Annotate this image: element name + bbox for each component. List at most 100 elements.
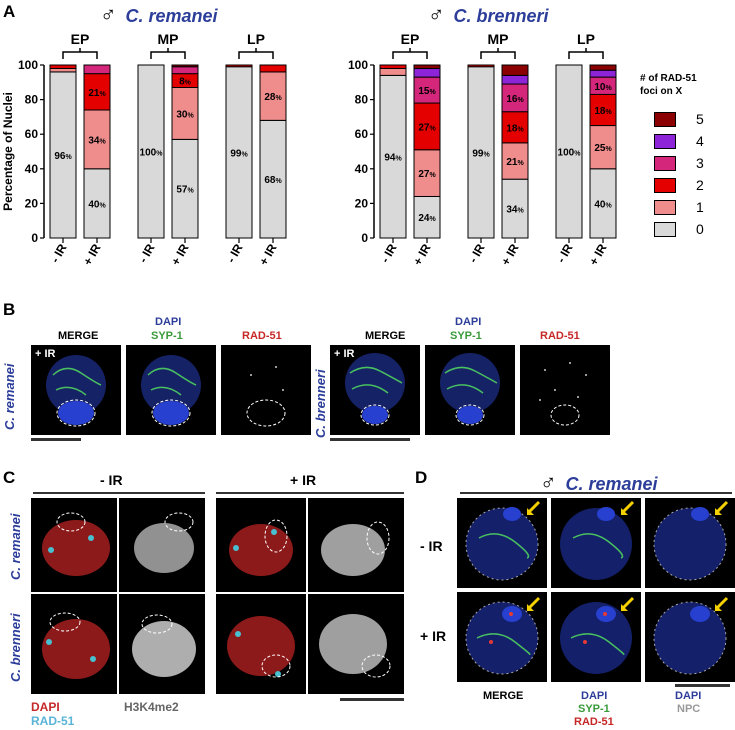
d-plus-ir-label: + IR xyxy=(420,628,447,644)
c-nucleus-icon xyxy=(227,616,295,678)
b-scale-bar-left xyxy=(31,438,81,441)
b-dapi-label-right: DAPI xyxy=(455,316,482,328)
y-tick-label: 20 xyxy=(355,196,369,210)
d-nucleus-icon xyxy=(653,500,729,581)
legend-item-3: 3 xyxy=(640,152,732,174)
c-brenneri-plus-dapi-rad51 xyxy=(216,594,306,694)
bar-segment-2 xyxy=(501,111,529,144)
b-nucleus-icon xyxy=(440,353,500,426)
legend-swatch xyxy=(654,221,676,237)
data-label: 57% xyxy=(176,185,194,196)
d-dapi-label-2: DAPI xyxy=(675,690,702,702)
bar-segment-0 xyxy=(413,195,441,239)
x-tick-label: + IR xyxy=(256,241,279,268)
x-tick-label: - IR xyxy=(48,241,70,265)
data-label: 100% xyxy=(140,148,164,159)
bar-segment-3 xyxy=(83,64,111,75)
c-nucleus-icon xyxy=(321,521,390,576)
d-rad51-label: RAD-51 xyxy=(574,716,614,728)
legend-label: 5 xyxy=(696,111,704,127)
c-minus-ir-bracket xyxy=(33,492,205,494)
b-remanei-merge-image: + IR xyxy=(31,345,121,435)
legend-label: 1 xyxy=(696,199,704,215)
d-merge-label: MERGE xyxy=(483,690,524,702)
c-scale-bar xyxy=(340,698,404,701)
d-minus-dapi-npc-image xyxy=(645,498,735,588)
c-remanei-minus-h3k4 xyxy=(119,498,205,592)
bar-segment-1 xyxy=(83,109,111,170)
chart-title-remanei-text: C. remanei xyxy=(125,6,218,26)
d-minus-dapi-syp1-image xyxy=(551,498,641,588)
bar-segment-5 xyxy=(589,64,617,71)
d-plus-merge-image xyxy=(457,592,547,682)
bar-segment-3 xyxy=(171,66,199,75)
d-title-text: C. remanei xyxy=(565,474,658,494)
panel-label-c: C xyxy=(3,468,16,487)
b-foci-icon xyxy=(246,366,286,427)
bar-segment-5 xyxy=(413,64,441,69)
legend: # of RAD-51 foci on X 5 4 3 2 1 0 xyxy=(640,72,732,240)
bar-segment-1 xyxy=(171,86,199,140)
b-remanei-dapi-syp1-image xyxy=(126,345,216,435)
bar-segment-2 xyxy=(379,64,407,69)
data-label: 34% xyxy=(506,205,524,216)
data-label: 40% xyxy=(88,199,106,210)
legend-swatch xyxy=(654,133,676,149)
bar-segment-3 xyxy=(413,76,441,104)
bar-segment-1 xyxy=(379,67,407,76)
legend-item-4: 4 xyxy=(640,130,732,152)
c-remanei-minus-dapi-rad51 xyxy=(31,498,117,592)
bar-segment-4 xyxy=(589,69,617,78)
male-symbol-icon: ♂ xyxy=(100,2,117,27)
group-label: MP xyxy=(488,31,509,47)
c-brenneri-plus-h3k4 xyxy=(308,594,404,694)
data-label: 94% xyxy=(384,153,402,164)
b-scale-bar-right xyxy=(330,438,410,441)
d-nucleus-icon xyxy=(465,500,541,581)
bar-segment-0 xyxy=(83,168,111,239)
bar-segment-1 xyxy=(49,67,77,73)
c-remanei-plus-h3k4 xyxy=(308,498,404,592)
bar-segment-2 xyxy=(225,64,253,68)
data-label: 68% xyxy=(264,175,282,186)
chart-brenneri: 0 20 40 60 80 100 94% 24% 27% 27% 15% 99% 34% 21% 18% 1… xyxy=(348,31,617,268)
data-label: 28% xyxy=(264,92,282,103)
bar-segment-0 xyxy=(555,64,583,239)
b-brenneri-dapi-syp1-image xyxy=(425,345,515,435)
b-foci-icon xyxy=(539,362,587,426)
group-label: EP xyxy=(401,31,420,47)
chart-title-brenneri-text: C. brenneri xyxy=(453,6,549,26)
d-syp1-label: SYP-1 xyxy=(578,703,610,715)
bar-segment-2 xyxy=(83,73,111,111)
legend-items: 5 4 3 2 1 0 xyxy=(640,108,732,240)
bar-segment-0 xyxy=(589,168,617,239)
b-merge-label-right: MERGE xyxy=(365,330,406,342)
group-label: EP xyxy=(71,31,90,47)
x-tick-label: + IR xyxy=(410,241,433,268)
b-nucleus-icon xyxy=(345,353,405,426)
legend-label: 4 xyxy=(696,133,704,149)
c-nucleus-icon xyxy=(319,614,391,678)
panel-label-b: B xyxy=(3,300,16,319)
c-remanei-plus-dapi-rad51 xyxy=(216,498,306,592)
d-title-bracket xyxy=(460,492,732,494)
bar-segment-2 xyxy=(467,64,495,68)
panel-label-a: A xyxy=(3,2,16,21)
y-tick-label: 0 xyxy=(31,231,38,245)
bar-segment-0 xyxy=(259,119,287,239)
c-legend-rad51: RAD-51 xyxy=(31,714,75,728)
x-tick-label: + IR xyxy=(498,241,521,268)
chart-title-brenneri: ♂ C. brenneri xyxy=(428,2,549,28)
d-nucleus-icon xyxy=(560,596,635,674)
group-bracket xyxy=(392,51,428,59)
y-tick-label: 100 xyxy=(18,58,38,72)
chart-remanei: 0 20 40 60 80 100 Percentage of Nuclei 96% 40% 34… xyxy=(1,31,287,268)
data-label: 34% xyxy=(88,135,106,146)
legend-label: 0 xyxy=(696,221,704,237)
bar-segment-0 xyxy=(379,74,407,239)
b-syp1-label-right: SYP-1 xyxy=(450,330,482,342)
group-bracket xyxy=(238,51,274,59)
x-tick-label: + IR xyxy=(586,241,609,268)
x-tick-label: - IR xyxy=(466,241,488,265)
y-tick-label: 100 xyxy=(348,58,368,72)
